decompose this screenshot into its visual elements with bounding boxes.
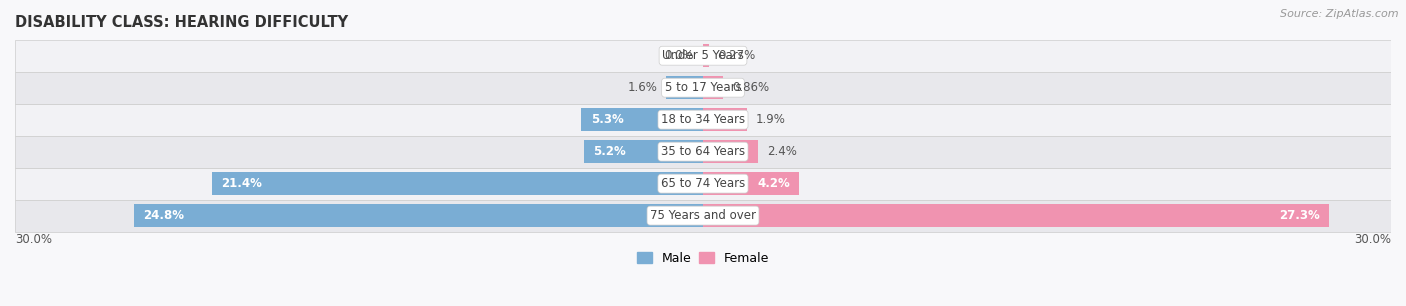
Bar: [703, 140, 758, 163]
Text: DISABILITY CLASS: HEARING DIFFICULTY: DISABILITY CLASS: HEARING DIFFICULTY: [15, 15, 349, 30]
Text: 75 Years and over: 75 Years and over: [650, 209, 756, 222]
Text: 1.6%: 1.6%: [627, 81, 657, 94]
Text: 4.2%: 4.2%: [758, 177, 790, 190]
Text: 30.0%: 30.0%: [15, 233, 52, 247]
Bar: [703, 108, 747, 131]
Text: 0.86%: 0.86%: [733, 81, 769, 94]
Bar: [583, 140, 703, 163]
Legend: Male, Female: Male, Female: [631, 247, 775, 270]
Bar: [134, 204, 703, 227]
Text: 5.3%: 5.3%: [591, 113, 623, 126]
Bar: [582, 108, 703, 131]
Bar: [15, 40, 1391, 72]
Bar: [15, 72, 1391, 104]
Bar: [15, 168, 1391, 200]
Bar: [703, 172, 800, 195]
Bar: [15, 200, 1391, 232]
Bar: [703, 76, 723, 99]
Text: 0.0%: 0.0%: [664, 49, 693, 62]
Text: Under 5 Years: Under 5 Years: [662, 49, 744, 62]
Text: 30.0%: 30.0%: [1354, 233, 1391, 247]
Text: 18 to 34 Years: 18 to 34 Years: [661, 113, 745, 126]
Text: 27.3%: 27.3%: [1279, 209, 1320, 222]
Text: 5.2%: 5.2%: [593, 145, 626, 158]
Bar: [666, 76, 703, 99]
Text: 1.9%: 1.9%: [756, 113, 786, 126]
Bar: [212, 172, 703, 195]
Text: 21.4%: 21.4%: [221, 177, 263, 190]
Text: Source: ZipAtlas.com: Source: ZipAtlas.com: [1281, 9, 1399, 19]
Bar: [15, 136, 1391, 168]
Text: 65 to 74 Years: 65 to 74 Years: [661, 177, 745, 190]
Bar: [703, 44, 709, 67]
Text: 0.27%: 0.27%: [718, 49, 755, 62]
Bar: [703, 204, 1329, 227]
Text: 24.8%: 24.8%: [143, 209, 184, 222]
Text: 5 to 17 Years: 5 to 17 Years: [665, 81, 741, 94]
Text: 2.4%: 2.4%: [768, 145, 797, 158]
Text: 35 to 64 Years: 35 to 64 Years: [661, 145, 745, 158]
Bar: [15, 104, 1391, 136]
